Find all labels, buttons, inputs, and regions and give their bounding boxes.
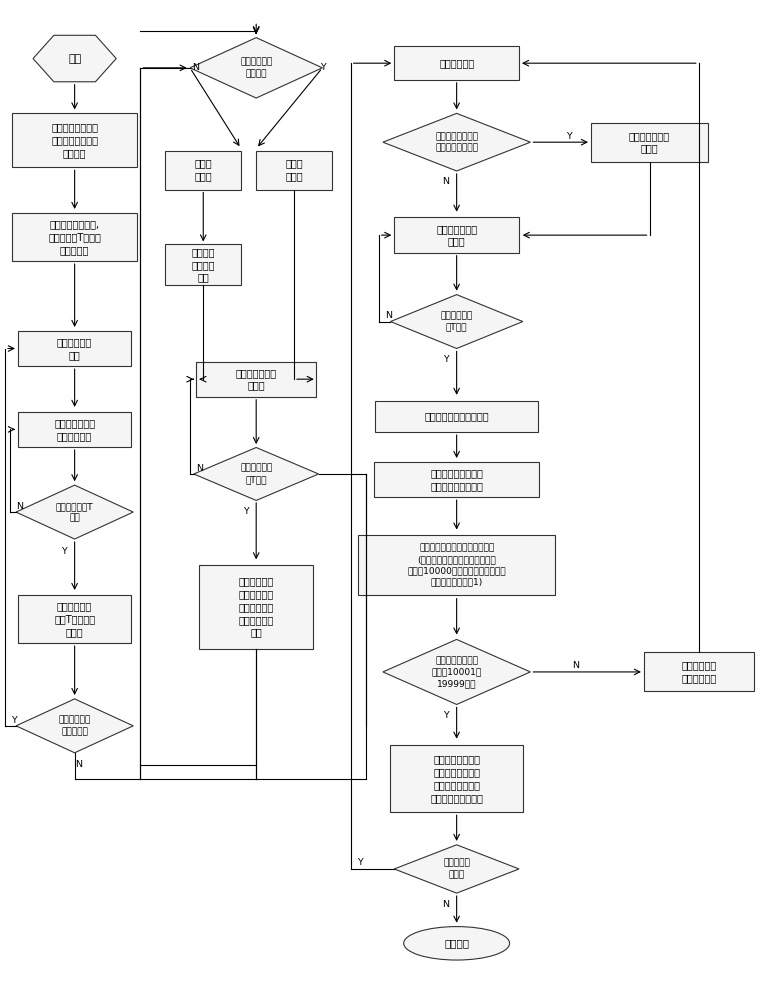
Polygon shape — [194, 447, 319, 500]
FancyBboxPatch shape — [197, 362, 316, 397]
FancyBboxPatch shape — [390, 745, 523, 812]
Text: 此环路不符合
条件重新分环: 此环路不符合 条件重新分环 — [681, 661, 716, 683]
Polygon shape — [390, 295, 523, 349]
Text: Y: Y — [565, 132, 572, 141]
Polygon shape — [394, 845, 519, 893]
Text: N: N — [442, 900, 449, 909]
Text: 优先该电源点进
行搜索: 优先该电源点进 行搜索 — [629, 131, 670, 154]
Text: Y: Y — [443, 711, 449, 720]
Text: 提取网络拓扑数据
中关于节点支路的
参数信息: 提取网络拓扑数据 中关于节点支路的 参数信息 — [51, 123, 98, 158]
FancyBboxPatch shape — [644, 652, 754, 691]
Text: 取距离最短的一个
环路，记录并保存
此环路，并将此环
路从网路拓扑上删除: 取距离最短的一个 环路，记录并保存 此环路，并将此环 路从网路拓扑上删除 — [431, 755, 483, 803]
FancyBboxPatch shape — [18, 595, 131, 643]
FancyBboxPatch shape — [358, 535, 555, 595]
Text: N: N — [75, 760, 82, 769]
Polygon shape — [16, 699, 133, 753]
Text: N: N — [442, 177, 449, 186]
Text: 节点分为：电源点,
普通节点，T节点，
末梢节点：: 节点分为：电源点, 普通节点，T节点， 末梢节点： — [48, 219, 101, 255]
Text: 两个电源点之间的路径为环路，
(设两节点间开关状态为开的路径
距离为10000，两节点间开关状态为
闭合的路径距离为1): 两个电源点之间的路径为环路， (设两节点间开关状态为开的路径 距离为10000，… — [408, 543, 506, 587]
Text: 父节点是否为T
节点: 父节点是否为T 节点 — [56, 502, 94, 522]
Ellipse shape — [404, 927, 510, 960]
FancyBboxPatch shape — [12, 113, 137, 167]
FancyBboxPatch shape — [374, 462, 539, 497]
FancyBboxPatch shape — [18, 412, 131, 447]
Polygon shape — [190, 38, 322, 98]
Text: N: N — [572, 661, 579, 670]
Text: 开始: 开始 — [68, 54, 82, 64]
FancyBboxPatch shape — [18, 331, 131, 366]
Text: N: N — [193, 63, 200, 72]
Text: 沿着支路搜索下
个节点: 沿着支路搜索下 个节点 — [436, 224, 477, 247]
Text: 将此节点作为新的电源点: 将此节点作为新的电源点 — [424, 411, 489, 421]
Polygon shape — [383, 113, 530, 171]
Text: Y: Y — [61, 547, 67, 556]
Text: Y: Y — [357, 858, 363, 867]
Text: 从电源
点开始: 从电源 点开始 — [194, 159, 212, 181]
Text: N: N — [197, 464, 203, 473]
Text: Y: Y — [243, 507, 248, 516]
FancyBboxPatch shape — [591, 123, 708, 162]
Text: 删除末梢节点
到此T节点的所
有支路: 删除末梢节点 到此T节点的所 有支路 — [54, 601, 95, 637]
FancyBboxPatch shape — [165, 151, 241, 190]
FancyBboxPatch shape — [394, 217, 519, 253]
Polygon shape — [33, 35, 117, 82]
Text: 分环结束: 分环结束 — [444, 938, 469, 948]
Text: 从电源
点开始: 从电源 点开始 — [285, 159, 303, 181]
Text: 与电源点相连的支
路开关是否为开断: 与电源点相连的支 路开关是否为开断 — [435, 132, 478, 152]
Text: 删除电源点到
此节点的所有
支路，将此节
点作为新的电
源点: 删除电源点到 此节点的所有 支路，将此节 点作为新的电 源点 — [239, 576, 274, 637]
Text: 下个节点是否
为T节点: 下个节点是否 为T节点 — [240, 464, 272, 484]
Text: 所形成路径的距离
是否在10001到
19999之间: 所形成路径的距离 是否在10001到 19999之间 — [431, 656, 482, 688]
FancyBboxPatch shape — [256, 151, 331, 190]
Text: 支路中是否含
有末梢节点: 支路中是否含 有末梢节点 — [59, 716, 91, 736]
Text: 沿着支路搜索此
节点的父节点: 沿着支路搜索此 节点的父节点 — [54, 418, 95, 441]
Text: 从末梢节点点
开始: 从末梢节点点 开始 — [57, 337, 92, 360]
Text: 下个节点是否
为T节点: 下个节点是否 为T节点 — [440, 311, 472, 332]
FancyBboxPatch shape — [394, 46, 519, 80]
FancyBboxPatch shape — [376, 401, 538, 432]
Text: 网络是否为单
电源网络: 网络是否为单 电源网络 — [240, 58, 272, 78]
Text: Y: Y — [443, 355, 449, 364]
Text: Y: Y — [11, 716, 17, 725]
Text: 沿着支路
搜索下个
节点: 沿着支路 搜索下个 节点 — [191, 247, 215, 283]
Text: 网络中是否
有支路: 网络中是否 有支路 — [443, 859, 470, 879]
Polygon shape — [16, 485, 133, 539]
Polygon shape — [383, 639, 530, 704]
Text: 搜索到除了刚形成的
电源点之外的电源点: 搜索到除了刚形成的 电源点之外的电源点 — [431, 468, 483, 491]
Text: N: N — [17, 502, 24, 511]
FancyBboxPatch shape — [12, 213, 137, 261]
Text: 沿着支路搜索下
个节点: 沿着支路搜索下 个节点 — [235, 368, 277, 391]
FancyBboxPatch shape — [200, 565, 313, 649]
Text: N: N — [385, 311, 392, 320]
FancyBboxPatch shape — [165, 244, 241, 285]
Text: Y: Y — [321, 63, 326, 72]
Text: 从电源点开始: 从电源点开始 — [439, 58, 474, 68]
